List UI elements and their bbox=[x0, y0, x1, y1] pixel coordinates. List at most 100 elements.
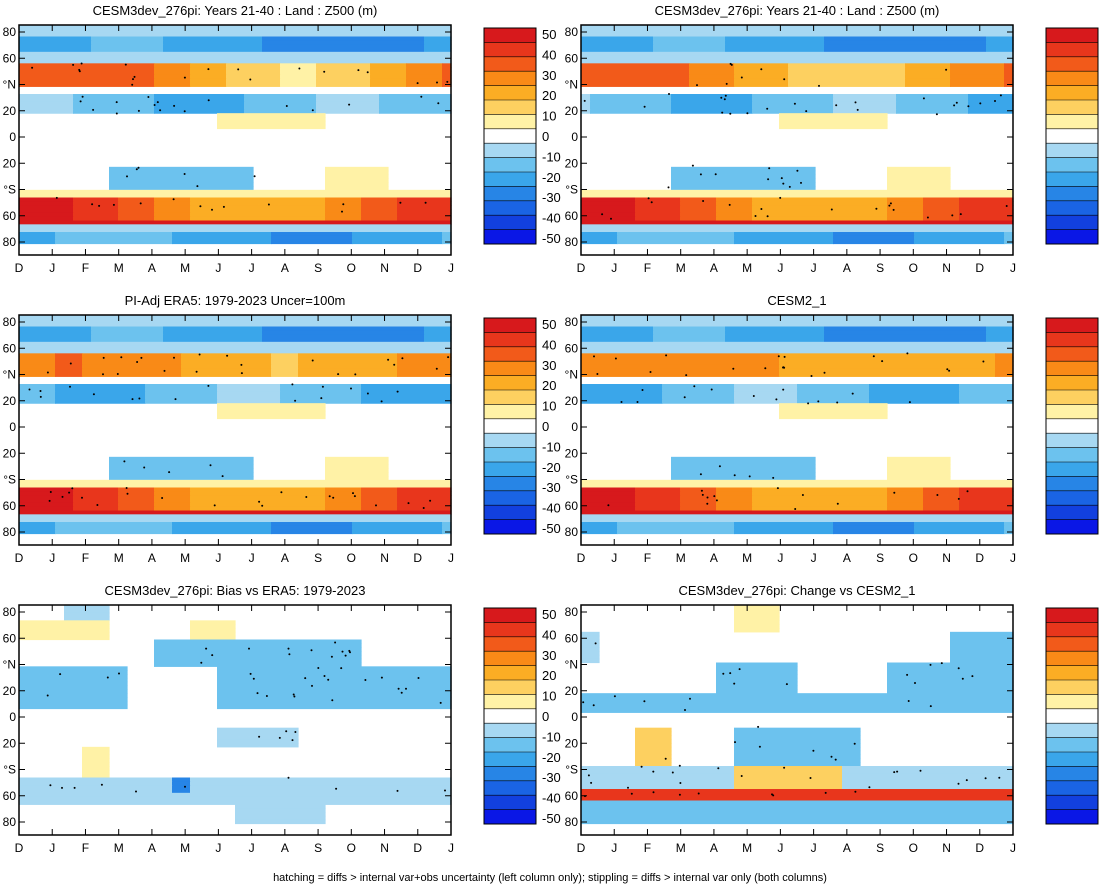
stipple-dot bbox=[258, 500, 261, 503]
field-cell bbox=[905, 74, 951, 80]
field-cell bbox=[653, 338, 726, 343]
field-cell bbox=[905, 67, 951, 72]
field-cell bbox=[581, 67, 690, 72]
field-cell bbox=[779, 407, 888, 412]
field-cell bbox=[734, 399, 798, 404]
field-cell bbox=[581, 372, 780, 377]
field-cell bbox=[734, 781, 843, 786]
field-cell bbox=[73, 495, 119, 500]
field-cell bbox=[581, 479, 1014, 485]
field-cell bbox=[442, 235, 452, 241]
field-cell bbox=[617, 522, 735, 527]
field-cell bbox=[19, 82, 155, 87]
x-tick-label: J bbox=[249, 841, 255, 855]
field-cell bbox=[734, 735, 861, 740]
stipple-dot bbox=[851, 392, 854, 395]
x-tick-label: D bbox=[413, 551, 422, 565]
stipple-dot bbox=[984, 777, 987, 780]
colorbar-swatch bbox=[1046, 215, 1098, 230]
colorbar-swatch bbox=[484, 505, 536, 520]
field-cell bbox=[19, 491, 74, 496]
field-cell bbox=[581, 228, 1014, 233]
x-tick-label: M bbox=[742, 261, 752, 275]
field-cell bbox=[581, 808, 1014, 813]
field-cell bbox=[581, 643, 600, 648]
stipple-dot bbox=[285, 730, 288, 733]
field-cell bbox=[379, 94, 452, 99]
field-cell bbox=[217, 395, 281, 400]
field-cell bbox=[280, 82, 317, 87]
stipple-dot bbox=[809, 777, 812, 779]
field-cell bbox=[833, 101, 897, 107]
field-cell bbox=[73, 487, 119, 492]
field-cell bbox=[887, 670, 1014, 675]
field-cell bbox=[19, 59, 452, 64]
field-cell bbox=[581, 529, 618, 535]
field-cell bbox=[887, 186, 951, 191]
field-cell bbox=[833, 97, 897, 103]
panel-title: CESM3dev_276pi: Years 21-40 : Land : Z50… bbox=[93, 3, 378, 18]
field-cell bbox=[109, 186, 254, 191]
field-cell bbox=[406, 74, 443, 80]
field-cell bbox=[280, 387, 362, 393]
colorbar-swatch bbox=[1046, 42, 1098, 58]
stipple-dot bbox=[748, 475, 751, 478]
stipple-dot bbox=[132, 78, 134, 81]
field-cell bbox=[581, 55, 1014, 61]
field-cell bbox=[217, 674, 452, 679]
field-cell bbox=[19, 525, 56, 531]
field-cell bbox=[154, 651, 362, 656]
field-cell bbox=[995, 364, 1014, 370]
field-cell bbox=[914, 529, 1005, 535]
stipple-dot bbox=[691, 164, 694, 167]
field-cell bbox=[19, 322, 452, 328]
field-cell bbox=[581, 326, 654, 331]
field-cell bbox=[271, 372, 299, 377]
field-cell bbox=[1004, 63, 1014, 68]
field-cell bbox=[217, 403, 326, 408]
colorbar-swatch bbox=[484, 636, 536, 652]
plot-frame bbox=[18, 314, 452, 546]
stipple-dot bbox=[671, 771, 674, 774]
field-cell bbox=[19, 318, 452, 324]
field-cell bbox=[716, 674, 798, 679]
field-cell bbox=[172, 522, 272, 527]
stipple-dot bbox=[710, 388, 713, 391]
field-cell bbox=[280, 74, 317, 80]
x-tick-label: A bbox=[281, 261, 289, 275]
field-cell bbox=[82, 762, 110, 767]
stipple-dot bbox=[967, 105, 970, 108]
stipple-dot bbox=[758, 745, 761, 748]
field-cell bbox=[19, 620, 110, 625]
field-cell bbox=[581, 647, 600, 652]
field-cell bbox=[325, 186, 389, 191]
field-cell bbox=[923, 216, 960, 222]
stipple-dot bbox=[366, 392, 369, 395]
stipple-dot bbox=[161, 497, 164, 499]
stipple-dot bbox=[237, 68, 240, 71]
field-cell bbox=[581, 212, 636, 218]
field-cell bbox=[397, 506, 452, 512]
field-cell bbox=[734, 616, 780, 621]
field-cell bbox=[19, 235, 56, 241]
field-cell bbox=[779, 410, 888, 416]
field-cell bbox=[734, 612, 780, 618]
y-tick-label: 60 bbox=[565, 631, 579, 645]
stipple-dot bbox=[341, 650, 344, 653]
field-cell bbox=[73, 201, 119, 206]
stipple-dot bbox=[348, 103, 351, 106]
field-cell bbox=[325, 506, 362, 512]
field-cell bbox=[725, 338, 825, 343]
x-tick-label: A bbox=[148, 841, 156, 855]
x-tick-label: M bbox=[742, 551, 752, 565]
field-cell bbox=[950, 82, 1005, 87]
field-cell bbox=[19, 635, 110, 641]
field-cell bbox=[905, 63, 951, 68]
field-cell bbox=[190, 624, 236, 629]
stipple-dot bbox=[766, 215, 769, 218]
colorbar-swatch bbox=[484, 737, 536, 753]
stipple-dot bbox=[126, 492, 129, 495]
stipple-dot bbox=[893, 491, 896, 494]
x-tick-label: J bbox=[49, 841, 55, 855]
